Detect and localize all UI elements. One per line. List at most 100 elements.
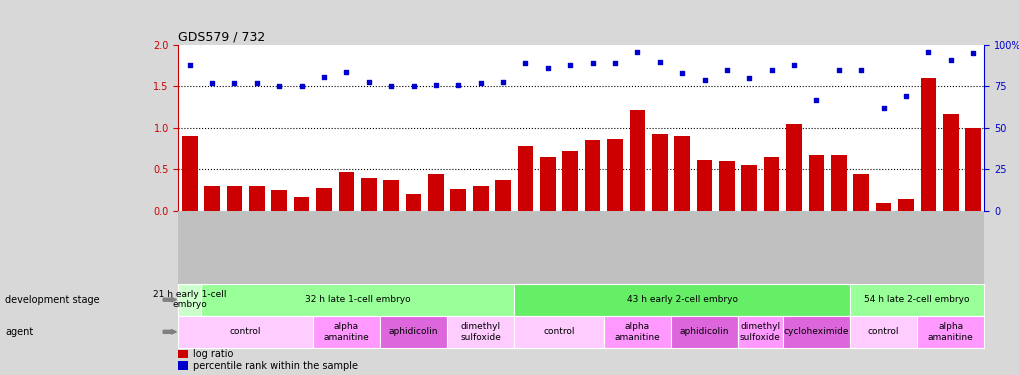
Bar — [629, 110, 645, 211]
Bar — [514, 316, 603, 348]
Text: development stage: development stage — [5, 295, 100, 304]
Bar — [808, 155, 823, 211]
Point — [763, 67, 780, 73]
Point — [405, 84, 421, 90]
Bar — [561, 151, 578, 211]
Point — [785, 62, 801, 68]
Point — [382, 84, 398, 90]
Point — [249, 80, 265, 86]
Bar — [428, 174, 443, 211]
Bar — [517, 146, 533, 211]
Bar — [178, 361, 187, 370]
Bar — [786, 124, 801, 211]
Point — [874, 105, 891, 111]
Bar — [178, 316, 313, 348]
Bar — [514, 284, 849, 316]
Bar — [738, 316, 783, 348]
Text: agent: agent — [5, 327, 34, 337]
Bar — [849, 284, 983, 316]
Point — [517, 60, 533, 66]
Bar — [584, 140, 600, 211]
Point — [539, 65, 555, 71]
Bar — [450, 189, 466, 211]
Point — [942, 57, 958, 63]
Bar — [473, 186, 488, 211]
Bar — [495, 180, 511, 211]
Point — [271, 84, 287, 90]
Text: percentile rank within the sample: percentile rank within the sample — [193, 361, 358, 370]
Text: 54 h late 2-cell embryo: 54 h late 2-cell embryo — [863, 295, 969, 304]
Text: 43 h early 2-cell embryo: 43 h early 2-cell embryo — [626, 295, 737, 304]
Point — [629, 49, 645, 55]
Bar — [271, 190, 286, 211]
Point — [293, 84, 310, 90]
Bar — [763, 157, 779, 211]
Bar — [249, 186, 264, 211]
Bar — [942, 114, 958, 211]
Point — [316, 74, 332, 80]
Bar — [606, 139, 623, 211]
Text: alpha
amanitine: alpha amanitine — [927, 322, 973, 342]
Bar — [651, 134, 666, 211]
Text: 32 h late 1-cell embryo: 32 h late 1-cell embryo — [305, 295, 410, 304]
Text: control: control — [867, 327, 899, 336]
Point — [807, 97, 823, 103]
Bar — [181, 136, 198, 211]
Bar — [964, 128, 980, 211]
Text: aphidicolin: aphidicolin — [388, 327, 438, 336]
Text: control: control — [229, 327, 261, 336]
Point — [741, 75, 757, 81]
Point — [472, 80, 488, 86]
Bar — [916, 316, 983, 348]
Point — [696, 77, 712, 83]
Bar — [898, 198, 913, 211]
Bar — [830, 154, 846, 211]
Point — [852, 67, 868, 73]
Bar — [338, 172, 354, 211]
Text: control: control — [543, 327, 574, 336]
Text: log ratio: log ratio — [193, 349, 233, 359]
Text: dimethyl
sulfoxide: dimethyl sulfoxide — [740, 322, 781, 342]
Text: aphidicolin: aphidicolin — [679, 327, 729, 336]
Point — [226, 80, 243, 86]
Point — [584, 60, 600, 66]
Bar — [201, 284, 514, 316]
Point — [674, 70, 690, 76]
Bar — [226, 186, 243, 211]
Text: GDS579 / 732: GDS579 / 732 — [178, 30, 266, 43]
Bar — [696, 159, 711, 211]
Bar — [379, 316, 446, 348]
Bar — [674, 136, 689, 211]
Bar — [671, 316, 738, 348]
Text: dimethyl
sulfoxide: dimethyl sulfoxide — [460, 322, 500, 342]
Bar — [178, 284, 201, 316]
Bar — [539, 157, 555, 211]
Bar — [316, 188, 331, 211]
Point — [829, 67, 846, 73]
Point — [964, 50, 980, 56]
Bar — [741, 165, 756, 211]
Bar — [853, 174, 868, 211]
Bar — [603, 316, 671, 348]
Point — [204, 80, 220, 86]
Bar — [875, 202, 891, 211]
Bar — [446, 316, 514, 348]
Point — [718, 67, 735, 73]
Text: 21 h early 1-cell
embryo: 21 h early 1-cell embryo — [153, 290, 226, 309]
Point — [651, 58, 667, 64]
Point — [897, 93, 913, 99]
Bar — [783, 316, 849, 348]
Bar — [361, 178, 376, 211]
Point — [181, 62, 198, 68]
Bar — [178, 350, 187, 358]
Bar — [383, 180, 398, 211]
Bar — [849, 316, 916, 348]
Point — [561, 62, 578, 68]
Point — [449, 82, 466, 88]
Bar — [204, 186, 220, 211]
Point — [606, 60, 623, 66]
Bar — [919, 78, 935, 211]
Point — [338, 69, 355, 75]
Point — [919, 49, 935, 55]
Bar — [406, 194, 421, 211]
